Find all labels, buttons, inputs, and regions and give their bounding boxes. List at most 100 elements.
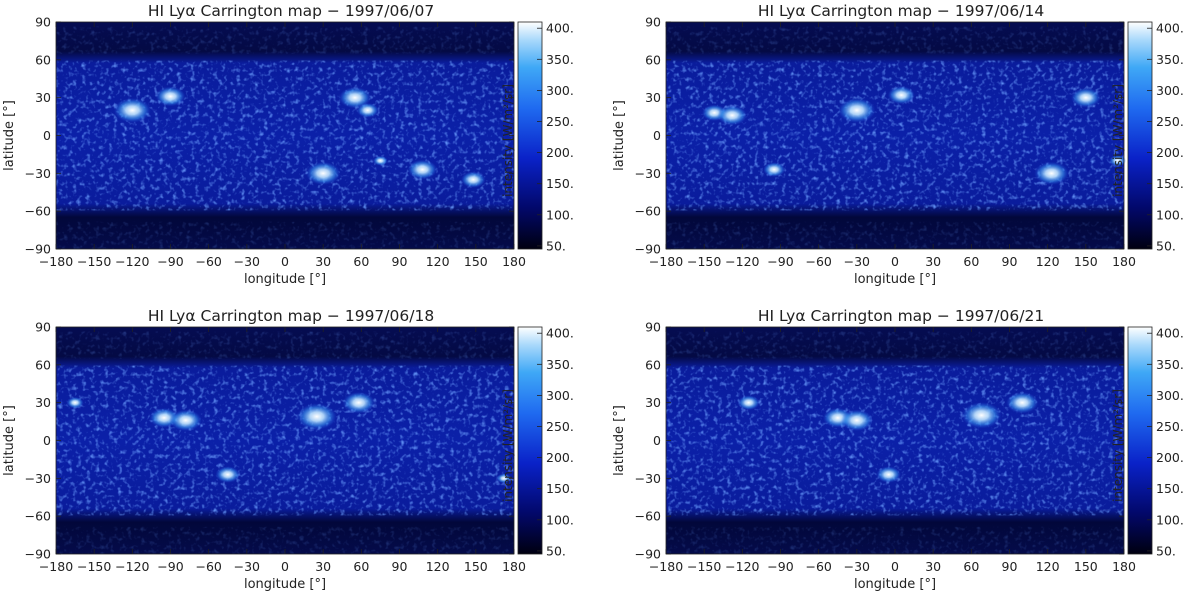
x-tick-label: 120 — [426, 559, 450, 574]
x-tick-label: 120 — [426, 254, 450, 269]
y-tick-label: 90 — [35, 320, 51, 335]
y-tick-label: 60 — [35, 357, 51, 372]
x-tick-label: −90 — [767, 254, 793, 269]
bright-feature — [113, 97, 151, 123]
y-tick-label: −90 — [635, 242, 661, 257]
y-axis-label: latitude [°] — [612, 405, 627, 476]
y-tick-label: 30 — [645, 395, 661, 410]
bright-feature — [737, 395, 760, 410]
map-panel: HI Lyα Carrington map − 1997/06/07 −180 −1… — [2, 2, 574, 287]
bright-feature — [496, 473, 512, 484]
y-tick-label: 60 — [645, 357, 661, 372]
y-tick-label: 60 — [645, 52, 661, 67]
colorbar-tick-label: 250. — [546, 419, 574, 434]
colorbar-tick-label: 400. — [546, 326, 574, 341]
colorbar-tick-label: 150. — [1156, 176, 1184, 191]
x-tick-label: 180 — [502, 254, 526, 269]
colorbar-tick-label: 300. — [1156, 83, 1184, 98]
heatmap-polar-texture — [666, 331, 1124, 359]
heatmap-texture — [666, 365, 1124, 516]
y-tick-label: −30 — [635, 471, 661, 486]
x-tick-label: 30 — [925, 254, 941, 269]
panel-title: HI Lyα Carrington map − 1997/06/18 — [148, 307, 434, 325]
y-tick-label: −90 — [25, 547, 51, 562]
x-tick-label: 150 — [464, 559, 488, 574]
colorbar-tick-label: 400. — [1156, 326, 1184, 341]
map-panel: HI Lyα Carrington map − 1997/06/14 −180 −1… — [612, 2, 1184, 287]
colorbar-tick-label: 50. — [546, 543, 566, 558]
x-tick-label: −180 — [39, 254, 73, 269]
x-tick-label: 60 — [963, 559, 979, 574]
x-tick-label: −150 — [687, 254, 721, 269]
x-tick-label: 0 — [891, 254, 899, 269]
x-tick-label: −30 — [844, 559, 870, 574]
bright-feature — [461, 171, 486, 188]
colorbar-tick-label: 200. — [1156, 450, 1184, 465]
colorbar-tick-label: 250. — [546, 114, 574, 129]
bright-feature — [1034, 161, 1069, 185]
bright-feature — [373, 155, 388, 166]
y-tick-label: −30 — [25, 471, 51, 486]
heatmap-texture — [56, 60, 514, 211]
heatmap-texture — [666, 60, 1124, 211]
heatmap-polar-texture — [56, 26, 514, 54]
x-tick-label: 90 — [1002, 559, 1018, 574]
colorbar — [1127, 326, 1153, 555]
x-tick-label: −120 — [725, 559, 759, 574]
y-tick-label: 0 — [43, 128, 51, 143]
colorbar-tick-label: 50. — [546, 238, 566, 253]
bright-feature — [763, 162, 786, 177]
bright-feature — [840, 409, 873, 431]
x-tick-label: −150 — [687, 559, 721, 574]
x-tick-label: 60 — [353, 559, 369, 574]
y-tick-label: −30 — [635, 166, 661, 181]
x-tick-label: 30 — [925, 559, 941, 574]
bright-feature — [356, 102, 379, 118]
x-tick-label: −60 — [195, 559, 221, 574]
x-tick-label: 120 — [1036, 254, 1060, 269]
x-tick-label: −180 — [39, 559, 73, 574]
panel-title: HI Lyα Carrington map − 1997/06/21 — [758, 307, 1044, 325]
bright-feature — [887, 86, 915, 105]
x-tick-label: −180 — [649, 254, 683, 269]
colorbar-tick-label: 150. — [546, 481, 574, 496]
x-tick-label: 120 — [1036, 559, 1060, 574]
y-tick-label: −60 — [635, 509, 661, 524]
x-tick-label: 60 — [353, 254, 369, 269]
x-tick-label: −60 — [805, 559, 831, 574]
colorbar-tick-label: 400. — [1156, 21, 1184, 36]
y-tick-label: 90 — [645, 15, 661, 30]
x-tick-label: −120 — [725, 254, 759, 269]
x-tick-label: 0 — [281, 254, 289, 269]
colorbar-tick-label: 250. — [1156, 114, 1184, 129]
map-panel: HI Lyα Carrington map − 1997/06/21 −180 −1… — [612, 307, 1184, 592]
colorbar-tick-label: 350. — [546, 357, 574, 372]
y-tick-label: 0 — [653, 433, 661, 448]
colorbar-tick-label: 100. — [546, 512, 574, 527]
colorbar-tick-label: 300. — [546, 388, 574, 403]
bright-feature — [155, 86, 186, 107]
y-axis-label: latitude [°] — [2, 405, 17, 476]
y-tick-label: 60 — [35, 52, 51, 67]
colorbar — [1127, 21, 1153, 250]
colorbar-tick-label: 400. — [546, 21, 574, 36]
x-tick-label: −180 — [649, 559, 683, 574]
y-tick-label: 30 — [35, 395, 51, 410]
x-axis-label: longitude [°] — [244, 577, 326, 592]
bright-feature — [66, 397, 84, 409]
x-tick-label: −150 — [77, 559, 111, 574]
colorbar-tick-label: 100. — [1156, 512, 1184, 527]
heatmap-polar-texture — [666, 26, 1124, 54]
x-tick-label: −30 — [234, 254, 260, 269]
y-tick-label: −60 — [635, 204, 661, 219]
x-tick-label: 60 — [963, 254, 979, 269]
x-tick-label: −90 — [767, 559, 793, 574]
colorbar-tick-label: 100. — [546, 207, 574, 222]
heatmap-polar-texture — [56, 331, 514, 359]
bright-feature — [169, 409, 202, 431]
colorbar-tick-label: 250. — [1156, 419, 1184, 434]
x-tick-label: 30 — [315, 559, 331, 574]
bright-feature — [1071, 87, 1101, 108]
colorbar — [517, 21, 543, 250]
x-axis-label: longitude [°] — [854, 577, 936, 592]
